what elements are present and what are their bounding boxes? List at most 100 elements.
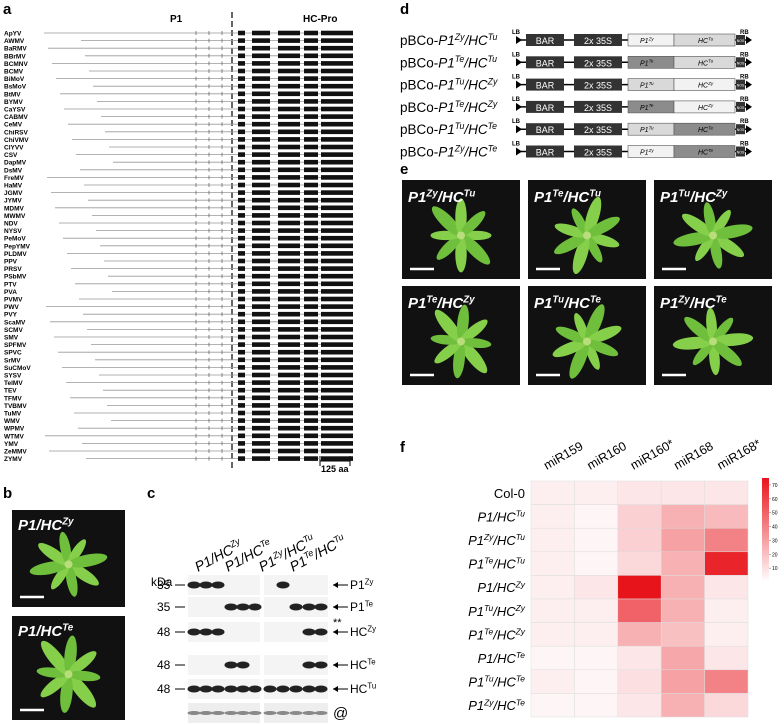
domain bbox=[321, 342, 353, 347]
domain bbox=[238, 167, 245, 173]
domain bbox=[304, 296, 318, 302]
virus-name: PPV bbox=[4, 259, 18, 266]
virus-name: TelMV bbox=[4, 380, 23, 387]
rosette-center bbox=[583, 337, 591, 346]
virus-name: SPFMV bbox=[4, 342, 27, 349]
label-part: Col-0 bbox=[494, 486, 525, 501]
domain bbox=[278, 53, 300, 59]
band bbox=[302, 603, 316, 611]
domain bbox=[238, 425, 245, 431]
leaf bbox=[584, 196, 602, 236]
label-part: /HC bbox=[464, 145, 489, 160]
label-part: /HC bbox=[492, 604, 516, 619]
leaf bbox=[68, 651, 97, 676]
label-part: P1 bbox=[640, 127, 649, 134]
domain bbox=[278, 61, 300, 66]
domain bbox=[238, 418, 245, 423]
label: HCZy bbox=[350, 624, 376, 639]
domain bbox=[252, 159, 270, 165]
colorbar bbox=[762, 478, 769, 582]
label-part: P1 bbox=[438, 33, 455, 48]
band bbox=[248, 711, 262, 715]
label-part: P1 bbox=[640, 105, 649, 112]
domain bbox=[238, 258, 245, 264]
domain bbox=[304, 45, 318, 51]
label-part: HC bbox=[698, 38, 709, 45]
domain bbox=[304, 91, 318, 97]
domain bbox=[252, 311, 270, 317]
domain bbox=[304, 342, 318, 347]
label-part: Te bbox=[455, 54, 465, 64]
box bbox=[526, 145, 564, 158]
band bbox=[302, 661, 316, 669]
box bbox=[673, 78, 736, 91]
band bbox=[314, 685, 328, 693]
box bbox=[574, 34, 622, 46]
virus-name: BiMoV bbox=[4, 76, 25, 83]
domain bbox=[304, 114, 318, 119]
virus-name: CaYSV bbox=[4, 107, 26, 114]
virus-name: BYMV bbox=[4, 99, 23, 106]
border bbox=[516, 147, 522, 156]
domain bbox=[238, 357, 245, 363]
label-part: P1 bbox=[640, 60, 649, 67]
panel-label: b bbox=[3, 485, 12, 502]
label-part: P1 bbox=[534, 189, 552, 206]
cell bbox=[574, 527, 619, 553]
domain bbox=[252, 258, 270, 264]
domain bbox=[321, 220, 353, 226]
cell bbox=[530, 480, 575, 505]
label-part: Tu bbox=[708, 36, 713, 41]
label-part: P1 bbox=[468, 627, 484, 642]
colorbar-label: 60 bbox=[772, 497, 778, 503]
domain bbox=[278, 106, 300, 112]
domain bbox=[252, 327, 270, 332]
domain bbox=[321, 68, 353, 74]
domain bbox=[321, 99, 353, 104]
domain bbox=[252, 91, 270, 97]
label-part: /HC bbox=[563, 295, 591, 312]
label-part: Zy bbox=[707, 103, 714, 108]
label-part: HC bbox=[350, 625, 368, 639]
label: pBCo-P1Tu/HCTe bbox=[400, 121, 497, 137]
leaf bbox=[67, 673, 97, 708]
domain bbox=[278, 410, 300, 416]
domain bbox=[278, 190, 300, 195]
domain bbox=[321, 266, 353, 271]
band bbox=[199, 685, 213, 693]
band bbox=[276, 581, 290, 589]
domain bbox=[321, 319, 353, 325]
label: P1Zy bbox=[640, 36, 654, 45]
label-part: Tu bbox=[552, 294, 564, 305]
panel-label: a bbox=[3, 1, 12, 18]
part-label: BAR bbox=[536, 125, 555, 135]
label-part: P1 bbox=[408, 295, 426, 312]
cell bbox=[574, 575, 619, 600]
part-label: RB bbox=[740, 75, 749, 81]
domain bbox=[321, 289, 353, 294]
domain bbox=[321, 106, 353, 112]
box bbox=[673, 122, 736, 136]
domain bbox=[238, 68, 245, 74]
domain bbox=[278, 441, 300, 446]
label-part: /HC bbox=[463, 55, 488, 70]
leaf bbox=[712, 234, 745, 258]
domain bbox=[238, 152, 245, 157]
domain bbox=[321, 197, 353, 203]
band bbox=[314, 661, 328, 669]
domain bbox=[278, 76, 300, 81]
domain bbox=[238, 76, 245, 81]
label-part: P1 bbox=[640, 83, 649, 90]
domain bbox=[321, 53, 353, 59]
virus-name: PLDMV bbox=[4, 251, 27, 258]
label-part: HC bbox=[698, 105, 709, 112]
leaf bbox=[29, 561, 69, 576]
leaf bbox=[712, 317, 734, 342]
cell bbox=[530, 669, 575, 694]
domain bbox=[321, 190, 353, 195]
label-part: P1 bbox=[660, 189, 678, 206]
border bbox=[516, 102, 522, 111]
domain bbox=[304, 266, 318, 271]
part-label: LB bbox=[512, 52, 521, 58]
domain bbox=[304, 433, 318, 439]
